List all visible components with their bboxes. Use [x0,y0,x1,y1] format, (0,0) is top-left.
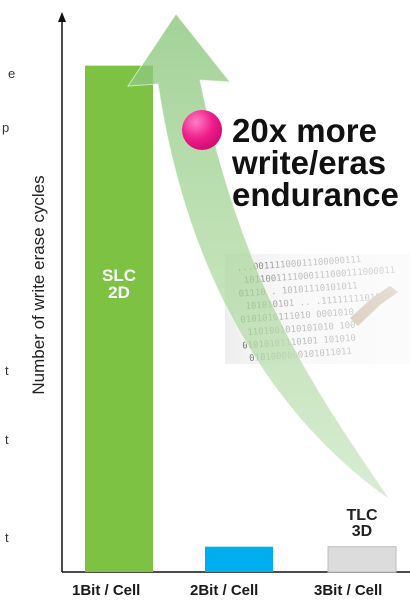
y-axis-label: Number of write erase cycles [29,175,48,395]
clipped-edge-text: t [5,432,9,447]
endurance-callout: 20x more write/eras endurance [232,112,399,213]
highlight-dot [182,110,222,150]
callout-line: 20x more [232,112,377,149]
x-tick-label: 3Bit / Cell [314,582,383,599]
clipped-edge-text: t [5,530,9,545]
x-tick-label: 1Bit / Cell [72,582,141,599]
callout-line: write/eras [232,144,387,181]
clipped-edge-text: t [5,363,9,378]
clipped-edge-text: p [2,120,10,135]
bar-1bit [85,65,153,573]
x-tick-label: 2Bit / Cell [190,582,259,599]
clipped-edge-text: e [8,66,16,81]
callout-line: endurance [232,176,399,213]
binary-image: ...0011110001110000011110110011110001110… [225,254,410,364]
y-axis-arrowhead [58,12,66,22]
bars-layer [85,65,397,573]
bar-2bit [205,546,273,572]
bar-3bit [327,546,397,573]
